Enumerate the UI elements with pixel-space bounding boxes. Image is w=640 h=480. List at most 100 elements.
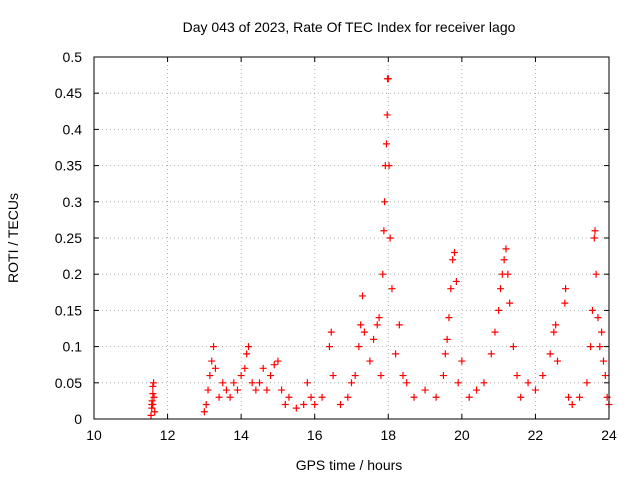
data-point	[386, 234, 394, 242]
y-tick-label: 0.3	[63, 194, 83, 210]
data-point	[311, 401, 319, 409]
data-point	[539, 372, 547, 380]
data-point	[500, 256, 508, 264]
data-point	[552, 321, 560, 329]
data-point	[256, 379, 264, 387]
data-point	[149, 401, 157, 409]
data-point	[259, 364, 267, 372]
data-point	[594, 314, 602, 322]
data-point	[451, 248, 458, 256]
data-point	[458, 357, 466, 365]
data-point	[509, 343, 517, 351]
data-point	[303, 379, 311, 387]
data-point	[151, 408, 159, 416]
data-point	[380, 227, 388, 235]
data-point	[204, 386, 212, 394]
data-point	[263, 386, 271, 394]
data-point	[147, 411, 155, 419]
y-tick-label: 0.15	[55, 302, 82, 318]
data-point	[524, 379, 532, 387]
data-point	[210, 343, 218, 351]
data-point	[384, 75, 392, 83]
data-point	[230, 379, 238, 387]
data-point	[200, 408, 208, 416]
data-point	[327, 328, 335, 336]
data-point	[252, 386, 260, 394]
data-point	[403, 379, 411, 387]
data-point	[568, 401, 576, 409]
data-point	[395, 321, 403, 329]
data-point	[241, 364, 249, 372]
data-point	[375, 314, 383, 322]
data-point	[502, 245, 510, 253]
x-tick-label: 22	[528, 427, 544, 443]
data-point	[366, 357, 374, 365]
data-point	[379, 270, 387, 278]
x-tick-label: 16	[307, 427, 323, 443]
data-point	[473, 386, 481, 394]
data-point	[410, 393, 418, 401]
data-point	[278, 386, 286, 394]
data-point	[591, 227, 599, 235]
y-tick-label: 0.35	[55, 158, 82, 174]
data-point	[344, 393, 352, 401]
data-point	[377, 372, 385, 380]
y-tick-label: 0.05	[55, 375, 82, 391]
axis-ticks: 10 12 14 16 18 20 22 24 0 0.05 0.1 0.15 0.2 0.25 0.3 0.…	[55, 49, 617, 443]
data-point	[243, 350, 251, 358]
data-point	[329, 372, 337, 380]
data-point	[596, 343, 604, 351]
data-point	[421, 386, 429, 394]
data-point	[432, 393, 440, 401]
data-point	[447, 285, 455, 293]
data-point	[513, 372, 521, 380]
data-point	[592, 270, 600, 278]
data-point	[565, 393, 573, 401]
data-point	[150, 379, 158, 387]
data-point	[359, 292, 367, 300]
data-point	[222, 386, 230, 394]
data-point	[583, 379, 591, 387]
x-tick-label: 14	[233, 427, 249, 443]
data-point	[348, 379, 355, 387]
data-point	[599, 357, 607, 365]
data-points	[147, 75, 613, 419]
data-point	[281, 401, 289, 409]
data-point	[355, 343, 363, 351]
data-point	[248, 379, 256, 387]
data-point	[381, 198, 389, 206]
data-point	[285, 393, 293, 401]
data-point	[292, 404, 300, 412]
data-point	[211, 364, 219, 372]
data-point	[383, 111, 391, 119]
y-tick-label: 0.5	[63, 49, 83, 65]
data-point	[550, 328, 558, 336]
y-tick-label: 0.25	[55, 230, 82, 246]
data-point	[215, 393, 223, 401]
data-point	[245, 343, 252, 351]
data-point	[206, 372, 214, 380]
data-point	[439, 372, 447, 380]
data-point	[388, 285, 396, 293]
data-point	[300, 401, 308, 409]
data-point	[546, 350, 554, 358]
data-point	[307, 393, 315, 401]
data-point	[496, 285, 504, 293]
data-point	[233, 386, 241, 394]
data-point	[360, 328, 368, 336]
data-point	[226, 393, 234, 401]
data-point	[150, 393, 158, 401]
data-point	[452, 277, 460, 285]
data-point	[504, 270, 512, 278]
y-axis-label: ROTI / TECUs	[5, 193, 21, 283]
data-point	[399, 372, 407, 380]
data-point	[491, 328, 499, 336]
data-point	[590, 234, 598, 242]
data-point	[587, 343, 595, 351]
chart-title: Day 043 of 2023, Rate Of TEC Index for r…	[183, 19, 516, 35]
data-point	[357, 321, 365, 329]
data-point	[373, 321, 381, 329]
data-point	[351, 372, 359, 380]
data-point	[480, 379, 488, 387]
